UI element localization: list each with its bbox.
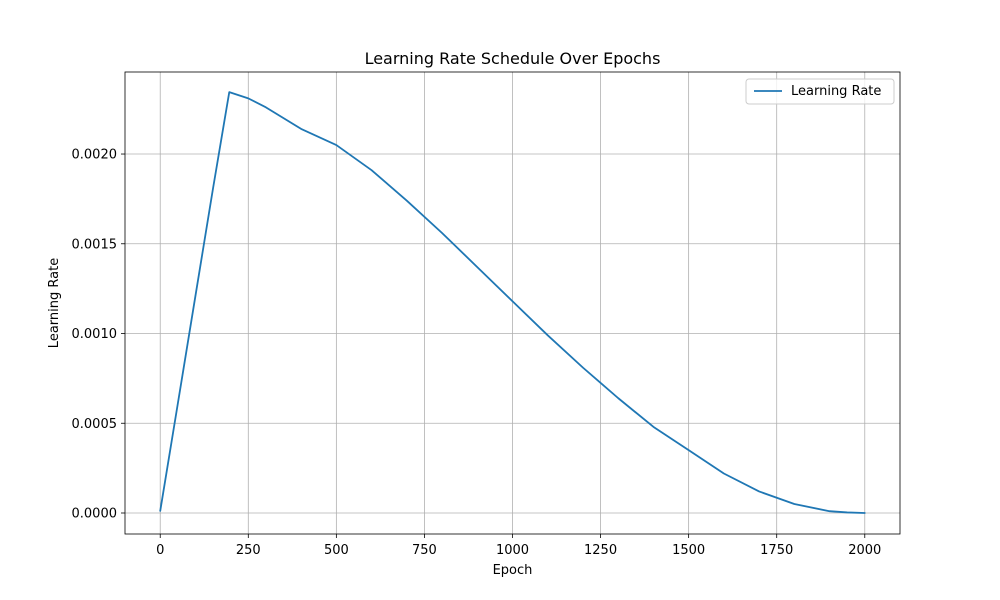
x-tick-label: 2000 <box>848 543 881 558</box>
x-tick-label: 1250 <box>584 543 617 558</box>
x-tick-label: 0 <box>156 543 164 558</box>
y-tick-label: 0.0015 <box>72 237 118 252</box>
legend-box <box>745 78 895 105</box>
legend: Learning Rate <box>745 78 895 105</box>
x-axis-label: Epoch <box>493 563 533 578</box>
grid <box>125 72 900 534</box>
x-tick-label: 250 <box>236 543 261 558</box>
series-line-learning-rate <box>159 91 866 514</box>
y-axis-label: Learning Rate <box>47 258 62 348</box>
x-tick-label: 750 <box>412 543 437 558</box>
x-tick-label: 1500 <box>672 543 705 558</box>
x-axis-ticks: 0 250 500 750 1000 1250 1500 1750 2000 <box>156 534 881 558</box>
series-layer <box>159 91 866 514</box>
x-tick-label: 500 <box>324 543 349 558</box>
y-tick-label: 0.0020 <box>72 148 118 163</box>
legend-entry-learning-rate: Learning Rate <box>791 84 881 99</box>
y-tick-label: 0.0005 <box>72 417 118 432</box>
x-tick-label: 1750 <box>760 543 793 558</box>
x-tick-label: 1000 <box>496 543 529 558</box>
chart-title: Learning Rate Schedule Over Epochs <box>365 49 661 68</box>
y-tick-label: 0.0000 <box>72 507 118 522</box>
y-axis-ticks: 0.0000 0.0005 0.0010 0.0015 0.0020 <box>72 148 125 522</box>
y-tick-label: 0.0010 <box>72 327 118 342</box>
